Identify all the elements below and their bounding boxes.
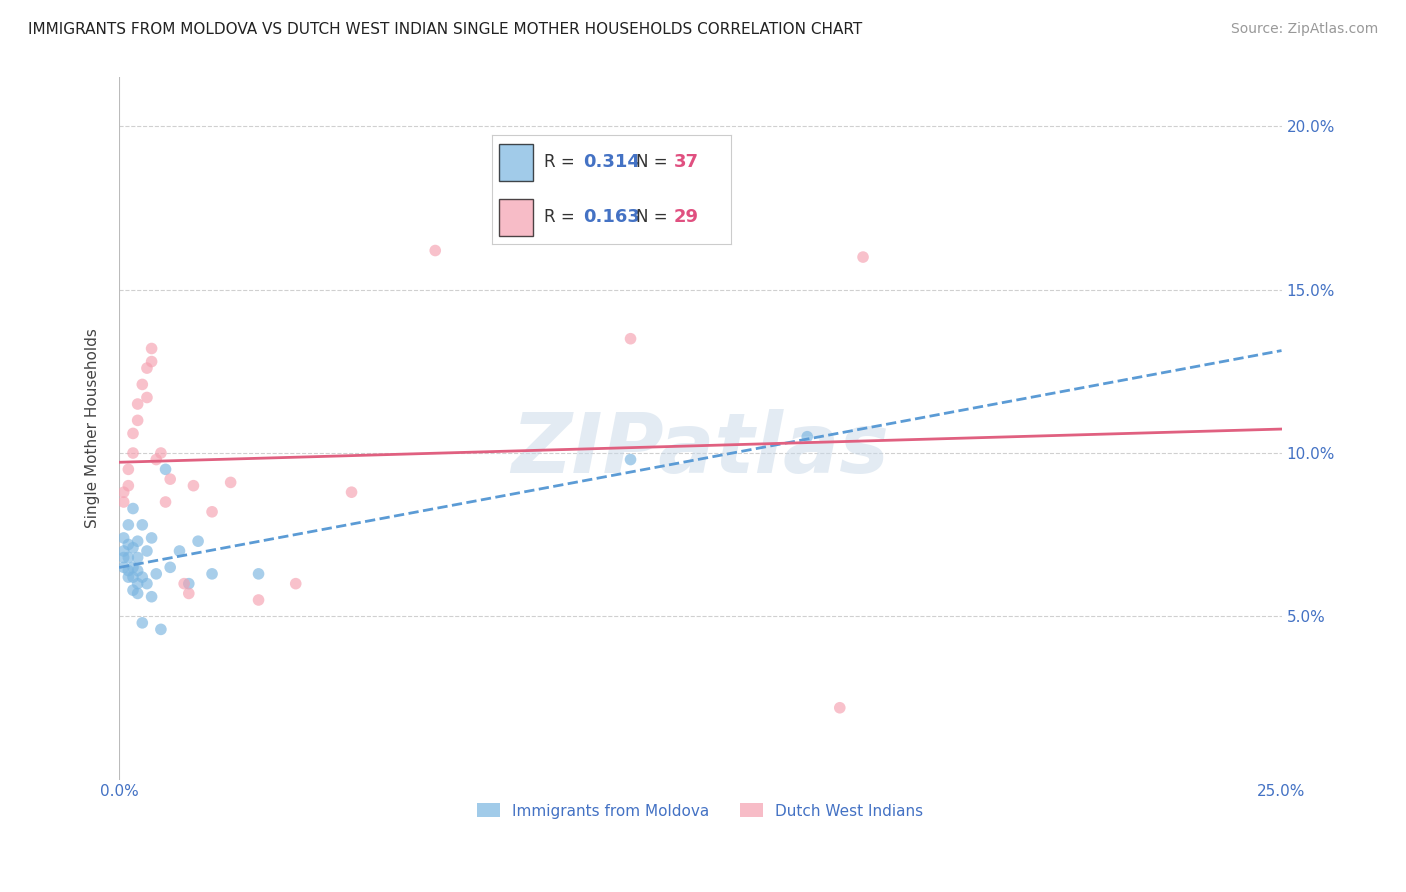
Point <box>155 495 177 509</box>
Point <box>117 570 139 584</box>
Point <box>828 700 851 714</box>
Text: N =: N = <box>636 208 672 226</box>
Point <box>219 475 242 490</box>
Point <box>136 361 159 376</box>
Point <box>131 517 153 532</box>
Point <box>340 485 363 500</box>
Point <box>112 544 135 558</box>
Point <box>136 544 159 558</box>
Point <box>122 426 145 441</box>
Point <box>159 472 181 486</box>
Point <box>201 505 224 519</box>
Point <box>131 377 153 392</box>
Point <box>112 485 135 500</box>
Text: 29: 29 <box>673 208 699 226</box>
Point <box>127 397 149 411</box>
Point <box>117 478 139 492</box>
Point <box>852 250 875 264</box>
Point <box>131 615 153 630</box>
Point <box>127 534 149 549</box>
Point <box>127 586 149 600</box>
Text: 0.163: 0.163 <box>583 208 640 226</box>
Point <box>117 462 139 476</box>
Point <box>112 531 135 545</box>
Point <box>117 517 139 532</box>
Point <box>127 576 149 591</box>
Point <box>149 623 172 637</box>
Point <box>136 576 159 591</box>
Point <box>187 534 209 549</box>
Point <box>796 430 818 444</box>
Point <box>173 576 195 591</box>
Point <box>122 560 145 574</box>
Point <box>159 560 181 574</box>
Text: 37: 37 <box>673 153 699 171</box>
Point <box>112 495 135 509</box>
Point <box>122 583 145 598</box>
Point <box>141 354 163 368</box>
Y-axis label: Single Mother Households: Single Mother Households <box>86 328 100 528</box>
Text: IMMIGRANTS FROM MOLDOVA VS DUTCH WEST INDIAN SINGLE MOTHER HOUSEHOLDS CORRELATIO: IMMIGRANTS FROM MOLDOVA VS DUTCH WEST IN… <box>28 22 862 37</box>
FancyBboxPatch shape <box>499 199 533 235</box>
Point <box>619 452 641 467</box>
Point <box>619 332 641 346</box>
Point <box>127 564 149 578</box>
Point <box>117 550 139 565</box>
Point <box>136 391 159 405</box>
Point <box>145 566 167 581</box>
Point <box>177 586 200 600</box>
Point <box>112 550 135 565</box>
Point <box>425 244 447 258</box>
Point <box>247 593 270 607</box>
Text: N =: N = <box>636 153 672 171</box>
Text: ZIPatlas: ZIPatlas <box>512 409 889 490</box>
Text: Source: ZipAtlas.com: Source: ZipAtlas.com <box>1230 22 1378 37</box>
Point <box>169 544 191 558</box>
Point <box>201 566 224 581</box>
Point <box>122 446 145 460</box>
Point <box>145 452 167 467</box>
Point <box>122 501 145 516</box>
Point <box>177 576 200 591</box>
Point <box>141 342 163 356</box>
Text: R =: R = <box>544 208 581 226</box>
Point <box>122 570 145 584</box>
Point <box>127 413 149 427</box>
Point <box>127 550 149 565</box>
Point <box>141 590 163 604</box>
Text: 0.314: 0.314 <box>583 153 640 171</box>
Point <box>141 531 163 545</box>
FancyBboxPatch shape <box>499 145 533 181</box>
Point <box>149 446 172 460</box>
Point <box>131 570 153 584</box>
Point <box>117 564 139 578</box>
Text: R =: R = <box>544 153 581 171</box>
Point <box>183 478 205 492</box>
Point <box>155 462 177 476</box>
Point <box>112 560 135 574</box>
Point <box>284 576 307 591</box>
Point <box>247 566 270 581</box>
Point <box>117 537 139 551</box>
Legend: Immigrants from Moldova, Dutch West Indians: Immigrants from Moldova, Dutch West Indi… <box>471 797 929 824</box>
Point <box>122 541 145 555</box>
